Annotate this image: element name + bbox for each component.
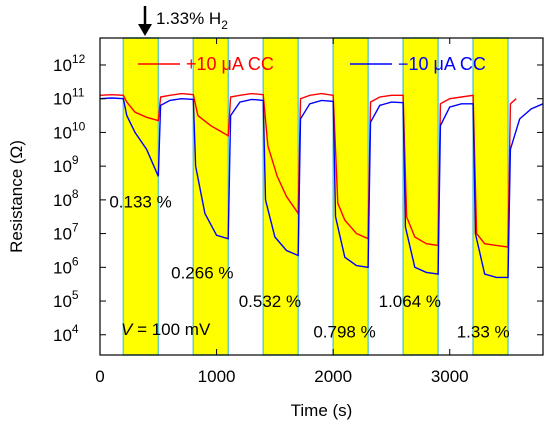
y-tick-label: 107 — [53, 221, 79, 244]
x-tick-label: 1000 — [198, 367, 236, 386]
pulse-label-6: 1.33 % — [457, 322, 510, 341]
series-line-negative-cc — [99, 97, 544, 279]
h2-pulse-bands — [122, 37, 509, 356]
bias-note: V = 100 mV — [121, 320, 211, 339]
h2-pulse-band-6 — [472, 37, 509, 356]
pulse-label-4: 0.798 % — [313, 322, 375, 341]
plot-frame — [99, 37, 544, 356]
y-axis: 104 105 106 107 108 109 1010 1011 1012 — [53, 52, 543, 345]
legend-label-1: +10 μA CC — [186, 54, 274, 74]
series-line-positive-cc — [99, 92, 517, 248]
y-tick-label: 104 — [53, 322, 79, 345]
h2-arrow-subscript: 2 — [221, 18, 228, 32]
h2-arrow-prefix: 1.33% H — [156, 9, 221, 28]
arrow-head-icon — [138, 24, 152, 36]
x-axis-title: Time (s) — [291, 401, 353, 420]
series-lines — [99, 92, 544, 279]
pulse-label-5: 1.064 % — [379, 292, 441, 311]
y-tick-label: 106 — [53, 254, 79, 277]
pulse-label-1: 0.133 % — [109, 193, 171, 212]
pulse-labels: 0.133 % 0.266 % 0.532 % 0.798 %1.064 % 1.33 … — [109, 193, 509, 342]
y-axis-title: Resistance (Ω) — [7, 140, 26, 253]
y-tick-label: 105 — [53, 288, 79, 311]
h2-arrow-annotation: 1.33% H2 — [138, 6, 228, 36]
bias-note-symbol: V — [121, 320, 134, 339]
x-tick-label: 3000 — [431, 367, 469, 386]
x-tick-label: 2000 — [314, 367, 352, 386]
x-tick-label: 0 — [95, 367, 104, 386]
y-tick-label: 1010 — [53, 119, 86, 142]
bias-note-value: = 100 mV — [132, 320, 211, 339]
y-tick-label: 109 — [53, 153, 79, 176]
legend-label-2: −10 μA CC — [398, 54, 486, 74]
h2-pulse-band-1 — [122, 37, 160, 356]
h2-pulse-band-3 — [262, 37, 299, 356]
x-axis: 0 1000 2000 3000 — [95, 38, 469, 386]
pulse-label-3: 0.532 % — [239, 292, 301, 311]
y-tick-label: 1012 — [53, 52, 86, 75]
h2-pulse-band-4 — [332, 37, 369, 356]
legend: +10 μA CC −10 μA CC — [138, 54, 486, 74]
y-tick-label: 108 — [53, 187, 79, 210]
h2-pulse-band-2 — [192, 37, 229, 356]
pulse-label-2: 0.266 % — [171, 263, 233, 282]
y-tick-label: 1011 — [53, 86, 85, 109]
h2-arrow-label: 1.33% H2 — [156, 9, 228, 32]
